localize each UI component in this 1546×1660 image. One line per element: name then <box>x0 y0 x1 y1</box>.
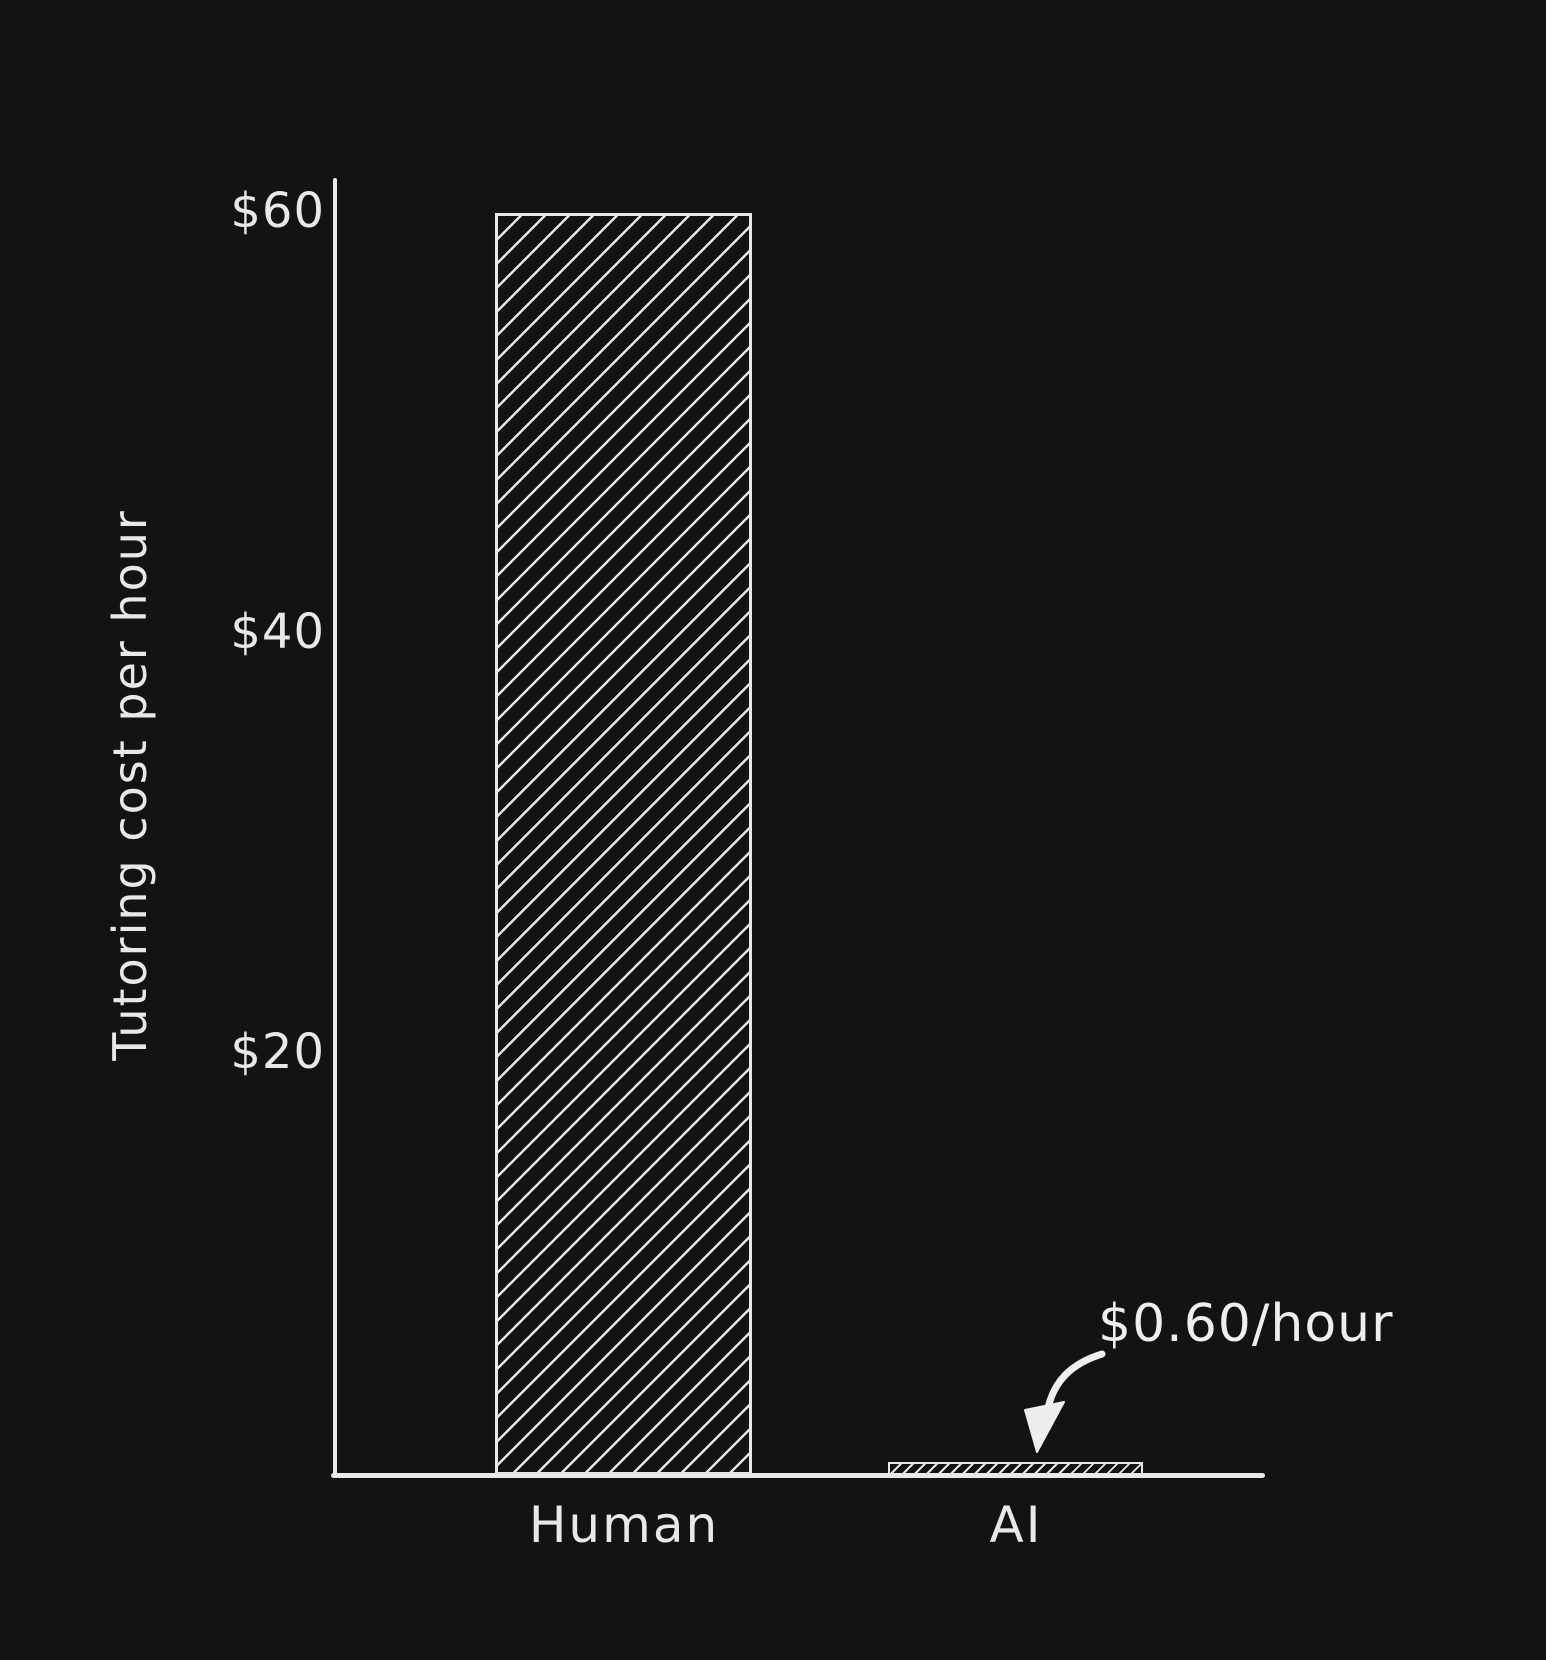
y-axis-line <box>333 178 337 1478</box>
y-tick-label-20: $20 <box>230 1023 325 1080</box>
y-tick-label-40: $40 <box>230 603 325 660</box>
annotation-text: $0.60/hour <box>1098 1294 1394 1354</box>
bar-ai <box>888 1462 1143 1475</box>
y-axis-label: Tutoring cost per hour <box>103 509 157 1061</box>
x-axis-line <box>331 1473 1265 1478</box>
category-label-human: Human <box>528 1496 720 1554</box>
category-label-ai: AI <box>989 1496 1043 1554</box>
annotation-arrow-icon <box>1024 1350 1106 1453</box>
y-tick-label-60: $60 <box>230 182 325 239</box>
bar-human <box>495 213 752 1475</box>
